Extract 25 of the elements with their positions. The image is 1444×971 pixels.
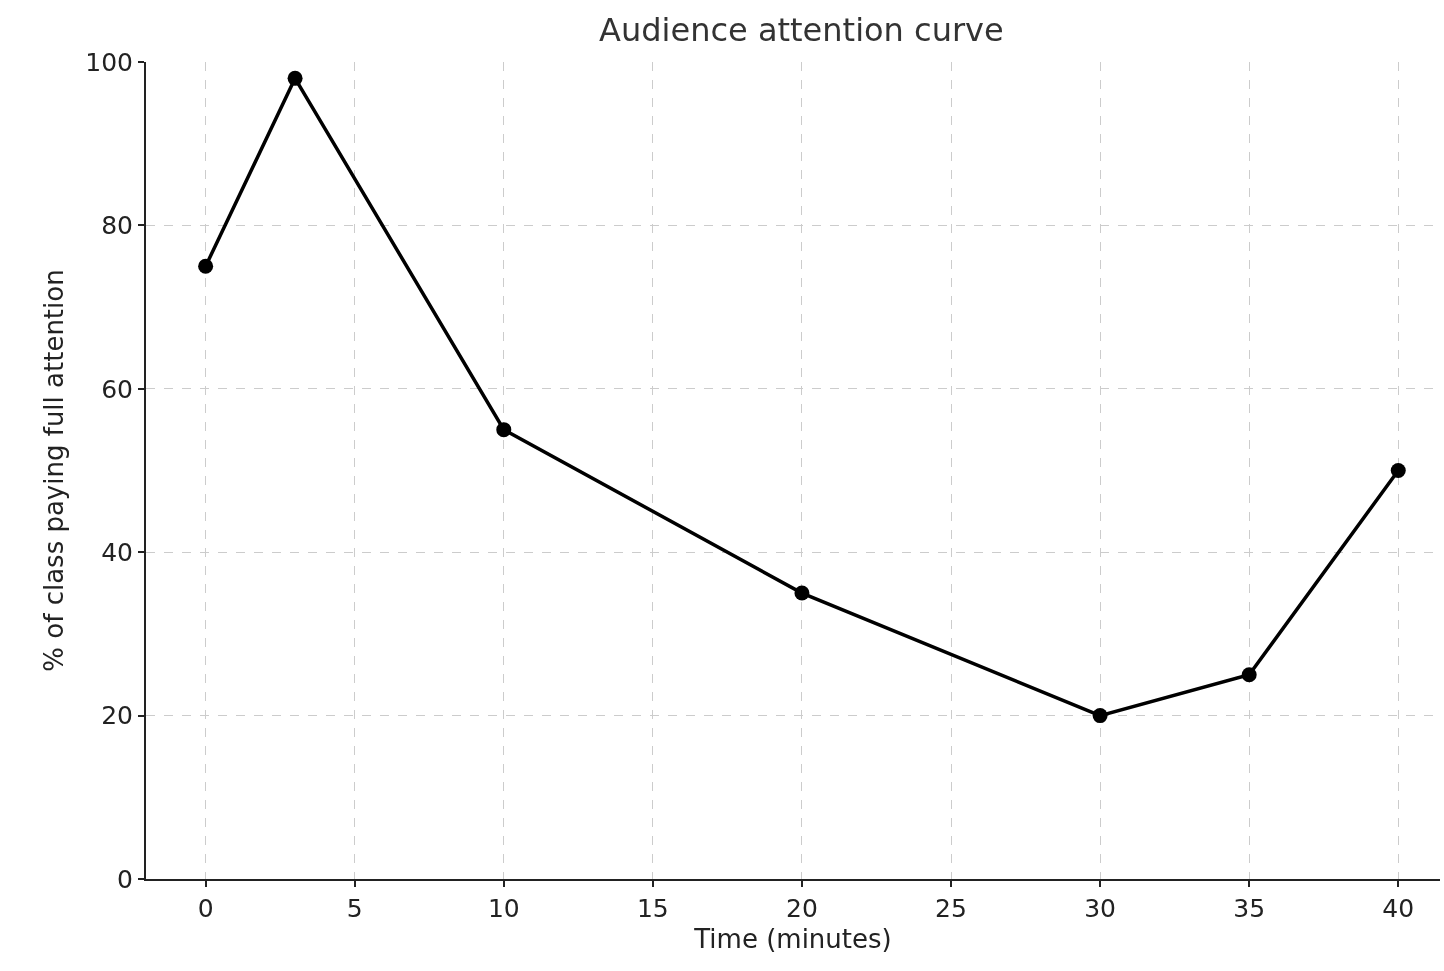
chart-title: Audience attention curve	[599, 11, 1004, 50]
x-tick-label: 10	[487, 894, 520, 923]
y-tick-label: 20	[101, 701, 133, 731]
x-tick-label: 30	[1084, 894, 1117, 923]
x-tick-label: 0	[197, 894, 214, 923]
x-tick-label: 5	[346, 894, 363, 923]
x-tick-label: 20	[786, 894, 818, 923]
y-tick-label: 80	[101, 211, 133, 241]
x-axis-title: Time (minutes)	[693, 924, 892, 955]
y-tick-label: 40	[101, 537, 133, 567]
point	[198, 258, 214, 274]
x-tick-label: 25	[935, 894, 967, 923]
y-tick-label: 100	[85, 47, 133, 77]
y-axis-title: % of class paying full attention	[39, 269, 70, 672]
x-tick-label: 40	[1382, 894, 1415, 923]
point	[496, 422, 512, 438]
x-tick-label: 15	[636, 894, 669, 923]
point	[1092, 708, 1108, 724]
point	[1241, 667, 1257, 683]
y-tick-label: 60	[101, 374, 133, 404]
x-tick-label: 35	[1233, 894, 1266, 923]
point	[1390, 463, 1406, 478]
y-tick-label: 0	[117, 864, 133, 894]
point	[287, 70, 303, 86]
point	[794, 585, 810, 601]
